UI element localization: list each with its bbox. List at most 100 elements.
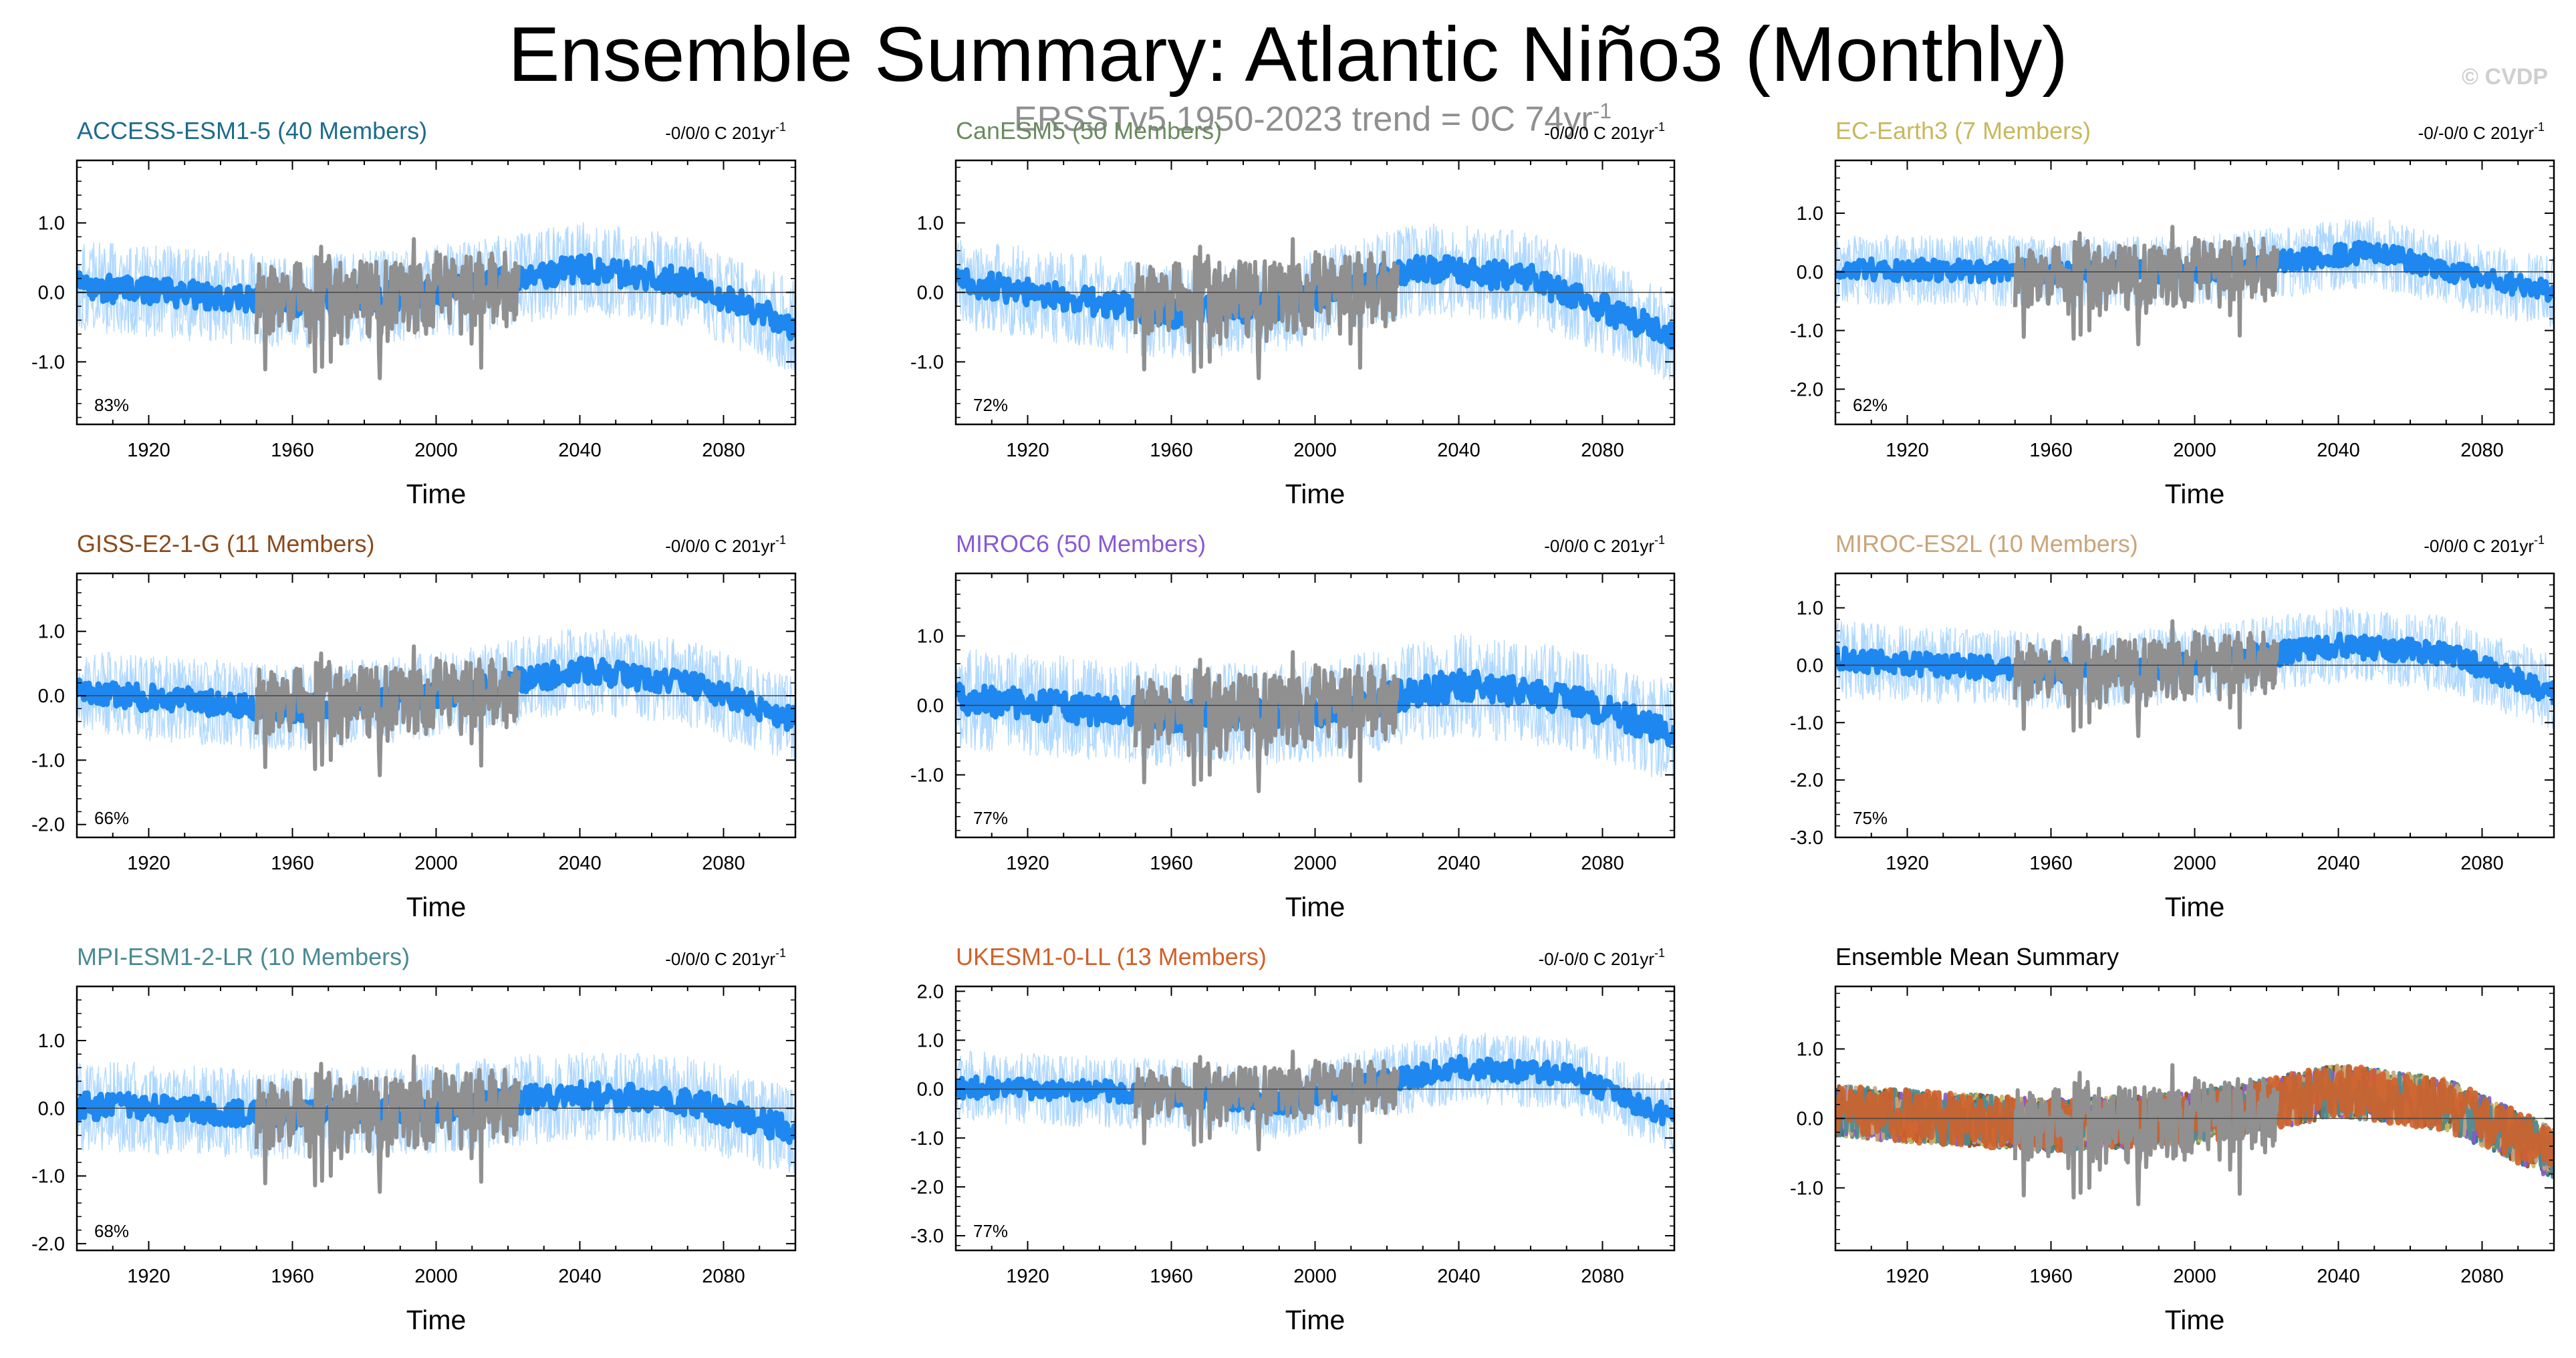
x-axis-label: Time bbox=[1285, 479, 1345, 509]
x-tick-label: 2000 bbox=[1293, 440, 1337, 461]
percent-label: 62% bbox=[1853, 395, 1888, 415]
trend-label-exponent: -1 bbox=[1654, 120, 1665, 134]
y-tick-label: 1.0 bbox=[917, 213, 944, 235]
panel-title: CanESM5 (50 Members) bbox=[956, 117, 1222, 144]
y-tick-label: -1.0 bbox=[1790, 321, 1823, 342]
observed-line bbox=[2013, 1063, 2280, 1206]
x-axis-label: Time bbox=[406, 1305, 467, 1335]
chart-panel-6: 1920 1960 2000 2040 2080 1.0 0.0 -1.0 -2.0 Time MP… bbox=[31, 943, 797, 1335]
chart-panel-4: 1920 1960 2000 2040 2080 1.0 0.0 -1.0 Time MIROC6… bbox=[910, 530, 1676, 922]
observed-line bbox=[254, 237, 521, 380]
y-tick-label: -3.0 bbox=[1790, 827, 1823, 849]
panel-title: MPI-ESM1-2-LR (10 Members) bbox=[77, 943, 410, 970]
y-tick-label: -2.0 bbox=[910, 1177, 944, 1198]
x-tick-label: 2000 bbox=[2173, 440, 2216, 461]
x-tick-label: 2040 bbox=[1437, 440, 1480, 461]
y-tick-label: 0.0 bbox=[917, 696, 944, 717]
x-tick-label: 2040 bbox=[558, 853, 602, 874]
x-tick-label: 1920 bbox=[1006, 440, 1049, 461]
plot-frame bbox=[954, 985, 1676, 1252]
x-tick-label: 1960 bbox=[2029, 1266, 2073, 1287]
trend-label-text: -0/0/0 C 201yr bbox=[665, 536, 775, 556]
y-tick-label: 0.0 bbox=[1797, 262, 1823, 283]
x-axis-label: Time bbox=[406, 892, 467, 922]
subtitle-text: ERSSTv5 1950-2023 trend = 0C 74yr bbox=[1013, 100, 1593, 139]
y-tick-label: -1.0 bbox=[1790, 712, 1823, 734]
x-tick-label: 1960 bbox=[1150, 1266, 1193, 1287]
observed-line bbox=[1133, 1049, 1400, 1151]
x-tick-label: 2040 bbox=[1437, 1266, 1480, 1287]
x-axis-label: Time bbox=[406, 479, 467, 509]
x-tick-label: 2040 bbox=[2317, 853, 2360, 874]
x-tick-label: 1960 bbox=[1150, 853, 1193, 874]
percent-label: 66% bbox=[94, 808, 129, 828]
x-tick-label: 2080 bbox=[1581, 1266, 1624, 1287]
percent-label: 83% bbox=[94, 395, 129, 415]
y-tick-label: 0.0 bbox=[917, 283, 944, 304]
ensemble-mean-line bbox=[956, 253, 1674, 350]
x-tick-label: 1960 bbox=[1150, 440, 1193, 461]
trend-label: -0/-0/0 C 201yr-1 bbox=[1539, 946, 1665, 969]
trend-label-exponent: -1 bbox=[2534, 120, 2545, 134]
plot-area bbox=[956, 633, 1674, 793]
y-tick-label: -1.0 bbox=[31, 750, 65, 771]
y-tick-label: 1.0 bbox=[1797, 598, 1823, 620]
x-tick-label: 2000 bbox=[2173, 853, 2216, 874]
x-tick-label: 2040 bbox=[558, 440, 602, 461]
y-tick-label: -3.0 bbox=[910, 1226, 944, 1247]
panel-title: EC-Earth3 (7 Members) bbox=[1835, 117, 2091, 144]
trend-label: -0/0/0 C 201yr-1 bbox=[665, 533, 786, 556]
trend-label-exponent: -1 bbox=[775, 946, 786, 960]
chart-panel-5: 1920 1960 2000 2040 2080 1.0 0.0 -1.0 -2.0 -3.0 Ti… bbox=[1790, 530, 2555, 922]
x-tick-label: 1920 bbox=[127, 853, 170, 874]
trend-label-text: -0/0/0 C 201yr bbox=[665, 949, 775, 969]
trend-label-text: -0/-0/0 C 201yr bbox=[2418, 123, 2535, 143]
x-tick-label: 2000 bbox=[1293, 853, 1337, 874]
x-tick-label: 2000 bbox=[1293, 1266, 1337, 1287]
y-tick-label: -2.0 bbox=[31, 815, 65, 836]
x-tick-label: 2080 bbox=[702, 1266, 745, 1287]
y-tick-label: -2.0 bbox=[31, 1234, 65, 1255]
y-tick-label: 1.0 bbox=[917, 1030, 944, 1051]
panel-title: UKESM1-0-LL (13 Members) bbox=[956, 943, 1267, 970]
observed-line bbox=[1133, 650, 1400, 793]
y-tick-label: 0.0 bbox=[38, 283, 65, 304]
x-axis-label: Time bbox=[2165, 892, 2225, 922]
x-tick-label: 1960 bbox=[271, 853, 314, 874]
y-tick-label: -1.0 bbox=[910, 765, 944, 786]
y-tick-label: 1.0 bbox=[1797, 203, 1823, 225]
trend-label: -0/0/0 C 201yr-1 bbox=[665, 120, 786, 143]
x-tick-label: 1960 bbox=[2029, 853, 2073, 874]
x-tick-label: 2040 bbox=[1437, 853, 1480, 874]
main-title: Ensemble Summary: Atlantic Niño3 (Monthl… bbox=[508, 11, 2068, 98]
trend-label: -0/0/0 C 201yr-1 bbox=[2424, 533, 2545, 556]
plot-area bbox=[77, 1052, 795, 1194]
trend-label-exponent: -1 bbox=[2534, 533, 2545, 547]
panel-title: MIROC-ES2L (10 Members) bbox=[1835, 530, 2138, 557]
y-tick-label: 1.0 bbox=[38, 213, 65, 235]
y-tick-label: 1.0 bbox=[1797, 1039, 1823, 1061]
observed-line bbox=[1133, 237, 1400, 380]
trend-label-exponent: -1 bbox=[775, 120, 786, 134]
y-tick-label: 0.0 bbox=[38, 686, 65, 707]
x-tick-label: 1920 bbox=[1886, 1266, 1929, 1287]
chart-panel-2: 1920 1960 2000 2040 2080 1.0 0.0 -1.0 -2.0 Time EC… bbox=[1790, 117, 2555, 509]
trend-label: -0/0/0 C 201yr-1 bbox=[1544, 533, 1665, 556]
x-tick-label: 1920 bbox=[1006, 1266, 1049, 1287]
x-tick-label: 2040 bbox=[2317, 1266, 2360, 1287]
x-tick-label: 2080 bbox=[2460, 440, 2504, 461]
x-tick-label: 2080 bbox=[702, 853, 745, 874]
plot-area bbox=[1835, 217, 2554, 347]
observed-line bbox=[254, 1054, 521, 1194]
y-tick-label: -1.0 bbox=[31, 352, 65, 373]
panel-title: GISS-E2-1-G (11 Members) bbox=[77, 530, 374, 557]
trend-label-text: -0/0/0 C 201yr bbox=[665, 123, 775, 143]
plot-area bbox=[956, 223, 1674, 381]
y-tick-label: 1.0 bbox=[917, 626, 944, 648]
percent-label: 72% bbox=[973, 395, 1008, 415]
x-tick-label: 1920 bbox=[1886, 853, 1929, 874]
x-axis-label: Time bbox=[2165, 1305, 2225, 1335]
x-tick-label: 2040 bbox=[558, 1266, 602, 1287]
chart-panel-1: 1920 1960 2000 2040 2080 1.0 0.0 -1.0 Time CanESM… bbox=[910, 117, 1676, 509]
